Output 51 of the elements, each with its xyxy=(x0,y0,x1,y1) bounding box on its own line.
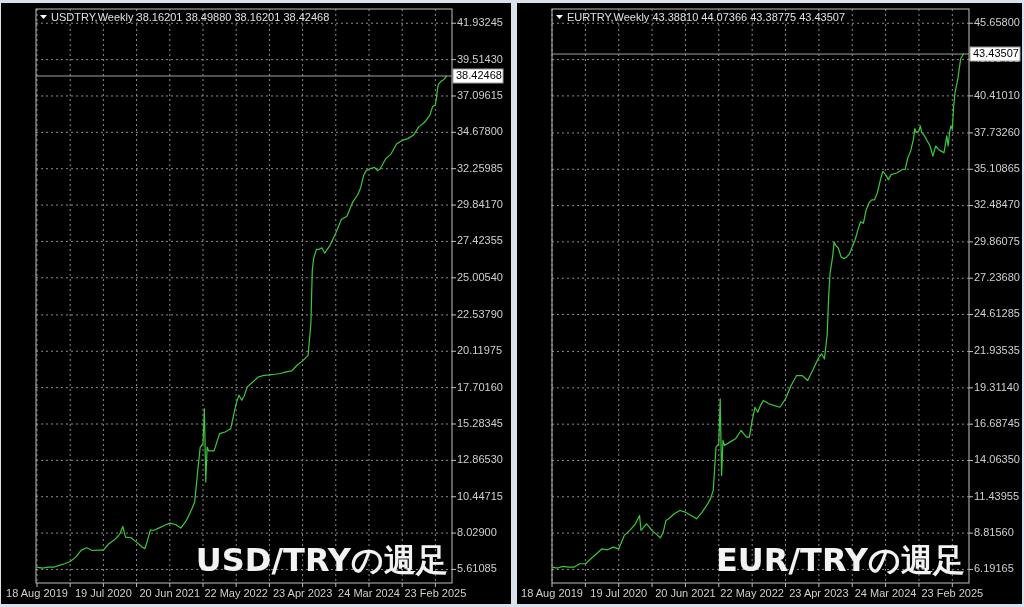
annotation: USD/TRYの週足 xyxy=(195,541,448,579)
y-tick-label: 29.84170 xyxy=(457,197,503,210)
y-tick-label: 12.86530 xyxy=(457,453,503,466)
y-tick-label: 34.67800 xyxy=(457,125,503,138)
y-tick-label: 15.28345 xyxy=(457,416,503,429)
y-tick-label: 41.93245 xyxy=(457,16,503,29)
y-tick-label: 8.02900 xyxy=(457,526,497,538)
x-tick-label: 23 Feb 2025 xyxy=(921,587,984,599)
y-tick-label: 14.06350 xyxy=(974,453,1020,466)
y-tick-label: 32.48470 xyxy=(974,198,1020,211)
y-tick-label: 11.43955 xyxy=(974,489,1020,502)
chart-title: USDTRY,Weekly 38.16201 38.49880 38.16201 38.42468 xyxy=(51,11,330,23)
y-tick-label: 16.68745 xyxy=(974,417,1020,430)
y-tick-label: 8.81560 xyxy=(974,526,1014,539)
y-tick-label: 32.25985 xyxy=(457,161,503,174)
x-tick-label: 19 Jul 2020 xyxy=(74,587,132,599)
x-tick-label: 23 Feb 2025 xyxy=(404,587,467,599)
y-tick-label: 24.61285 xyxy=(974,307,1020,320)
y-tick-label: 25.00540 xyxy=(457,270,503,283)
ref-line-label: 38.42468 xyxy=(456,68,502,81)
x-tick-label: 24 Mar 2024 xyxy=(854,587,917,599)
y-tick-label: 6.19165 xyxy=(974,562,1014,575)
x-tick-label: 20 Jun 2021 xyxy=(655,587,716,599)
y-tick-label: 37.09615 xyxy=(457,88,503,101)
y-tick-label: 45.65800 xyxy=(974,16,1020,29)
y-tick-label: 5.61085 xyxy=(457,562,497,575)
y-tick-label: 27.42355 xyxy=(457,234,503,247)
x-tick-label: 19 Jul 2020 xyxy=(590,587,648,599)
x-tick-label: 22 May 2022 xyxy=(204,587,268,599)
annotation: EUR/TRYの週足 xyxy=(715,541,965,579)
y-tick-label: 20.11975 xyxy=(457,344,503,357)
x-tick-label: 20 Jun 2021 xyxy=(139,587,201,599)
ref-line-label: 43.43507 xyxy=(973,46,1019,59)
y-tick-label: 40.41010 xyxy=(974,88,1020,101)
y-tick-label: 19.31140 xyxy=(974,380,1020,393)
x-tick-label: 22 May 2022 xyxy=(720,587,784,599)
x-tick-label: 18 Aug 2019 xyxy=(521,587,583,599)
y-tick-label: 29.86075 xyxy=(974,234,1020,247)
y-tick-label: 35.10865 xyxy=(974,162,1020,175)
chart-title: EURTRY,Weekly 43.38810 44.07366 43.38775 43.43507 xyxy=(567,11,846,23)
y-tick-label: 22.53790 xyxy=(457,307,503,320)
x-tick-label: 24 Mar 2024 xyxy=(338,587,400,599)
x-tick-label: 23 Apr 2023 xyxy=(272,587,333,599)
x-tick-label: 18 Aug 2019 xyxy=(6,587,68,599)
x-tick-label: 23 Apr 2023 xyxy=(789,587,849,599)
y-tick-label: 10.44715 xyxy=(457,489,503,502)
y-tick-label: 21.93535 xyxy=(974,344,1020,357)
y-tick-label: 39.51430 xyxy=(457,52,503,65)
y-tick-label: 17.70160 xyxy=(457,380,503,393)
y-tick-label: 37.73260 xyxy=(974,125,1020,138)
y-tick-label: 27.23680 xyxy=(974,271,1020,284)
